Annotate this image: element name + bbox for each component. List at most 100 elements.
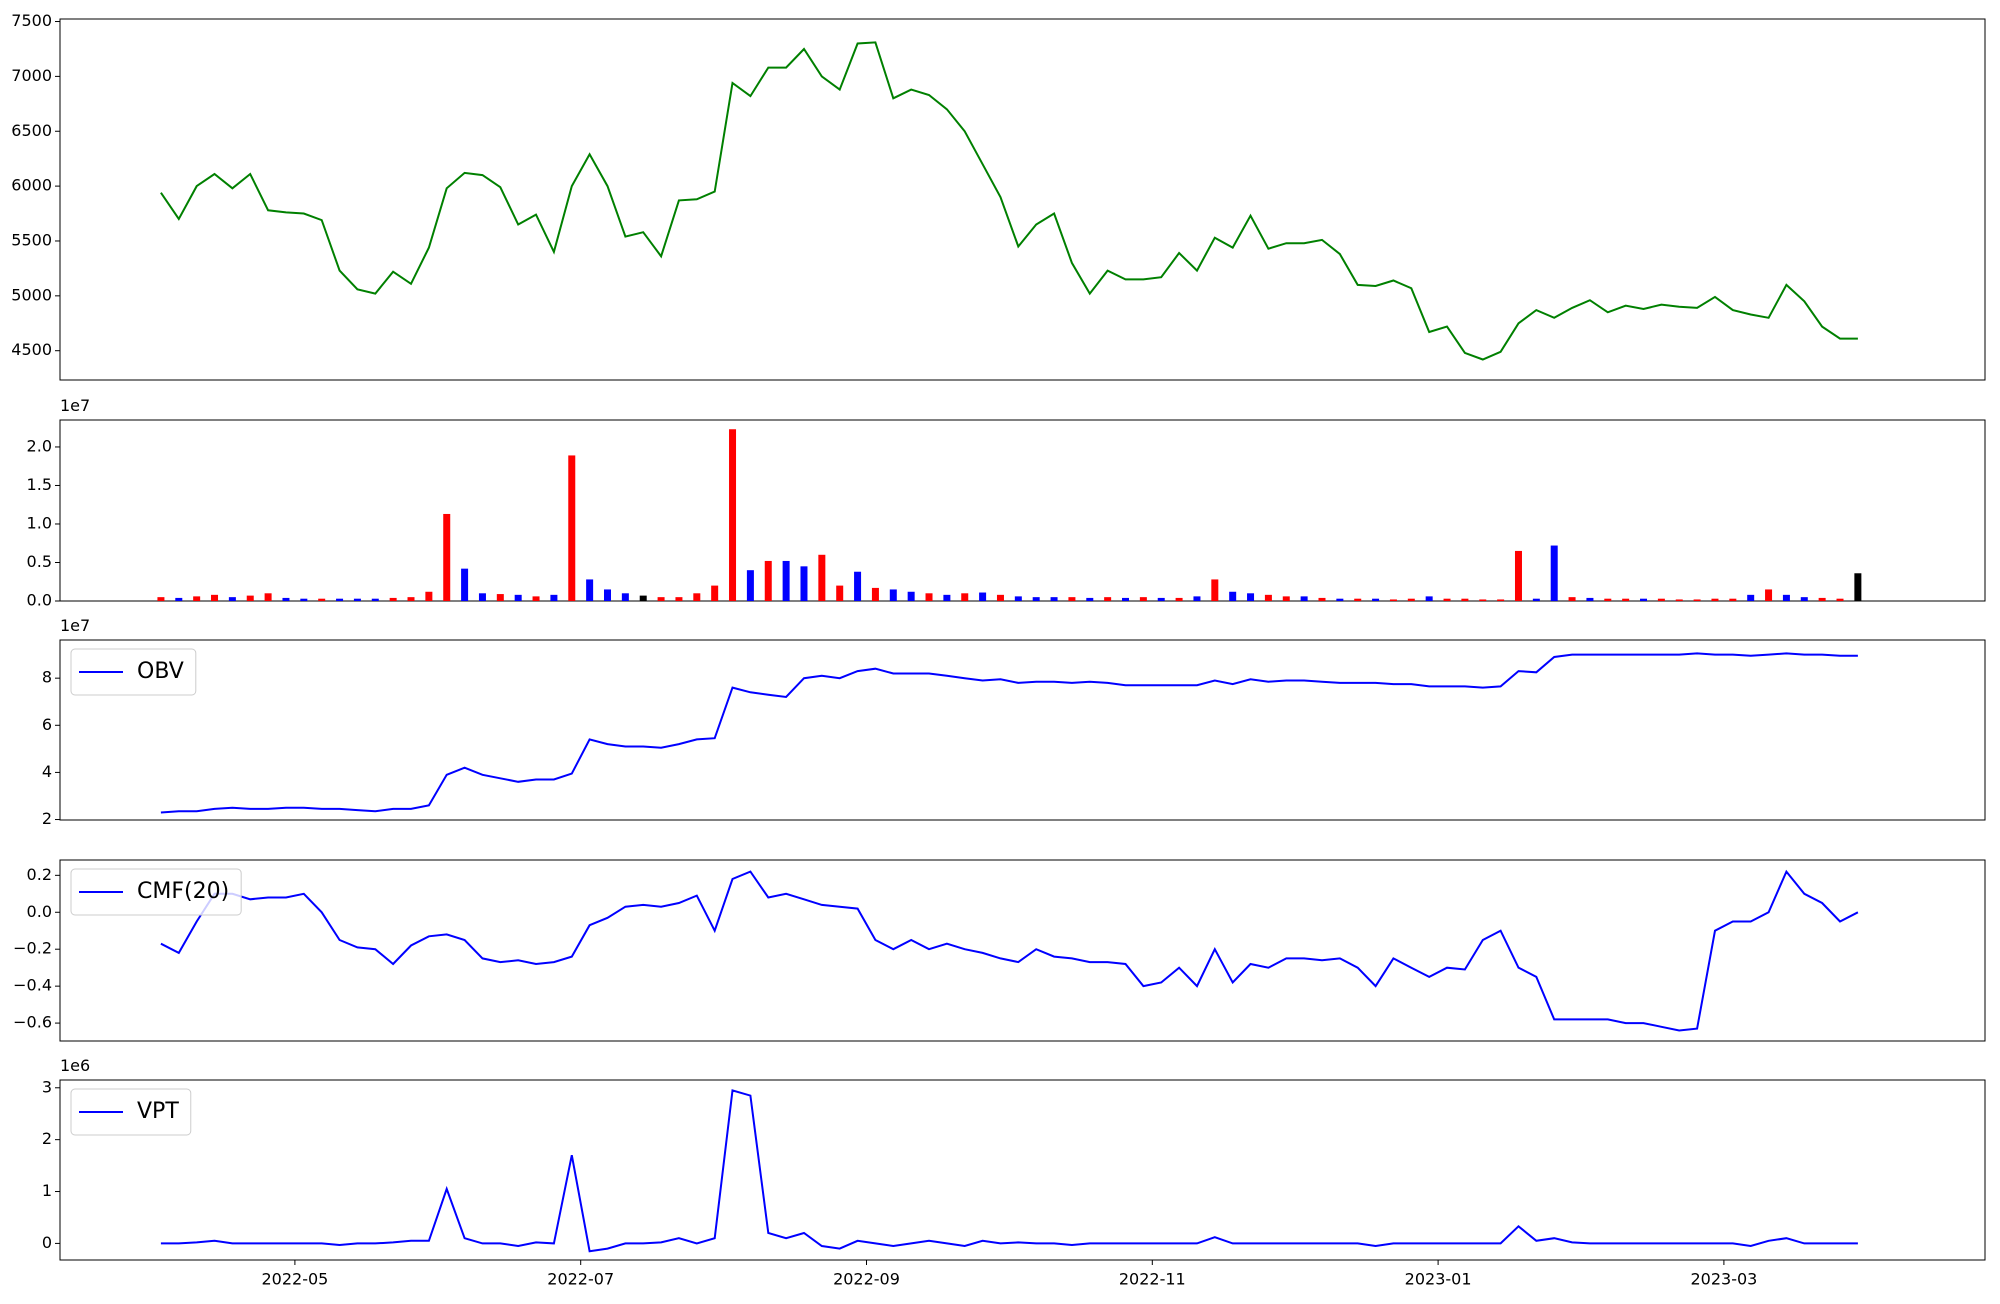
line	[160, 869, 1859, 1032]
volume-bar	[246, 595, 254, 601]
volume-bar	[1586, 597, 1594, 601]
volume-bar	[1157, 597, 1165, 601]
volume-bar	[1050, 597, 1058, 601]
volume-bar	[1568, 597, 1576, 601]
volume-bar	[818, 554, 826, 601]
volume-bar	[1247, 593, 1255, 601]
volume-bar	[1318, 597, 1326, 601]
volume-bar	[568, 455, 576, 601]
volume-bar	[693, 593, 701, 601]
volume-bar	[228, 597, 236, 601]
y-tick-label: 7000	[11, 66, 52, 85]
volume-bar	[389, 597, 397, 601]
y-tick-label: 2	[42, 809, 52, 828]
panel: 4500 5000 5500 6000 6500 7000 7500	[11, 11, 1986, 381]
volume-bar	[1407, 598, 1415, 601]
y-tick-label: 0	[42, 1233, 52, 1252]
plot-frame	[59, 639, 1986, 821]
volume-bar	[925, 593, 933, 601]
volume-bar	[603, 589, 611, 601]
panel: 0.0 0.5 1.0 1.5 2.0 1e7	[27, 396, 1986, 610]
line	[160, 41, 1858, 361]
volume-bar	[1264, 594, 1272, 601]
y-tick-label: −0.2	[13, 939, 52, 958]
legend-box	[70, 1088, 192, 1136]
volume-bar	[1014, 596, 1022, 601]
volume-bar	[1336, 598, 1344, 601]
volume-bar	[461, 568, 469, 601]
volume-bar	[996, 594, 1004, 601]
volume-bar	[1497, 599, 1505, 601]
volume-bar	[1193, 596, 1201, 601]
plot-frame	[59, 1079, 1986, 1261]
volume-bar	[371, 598, 379, 601]
legend-box	[70, 868, 242, 916]
legend-label: CMF(20)	[137, 879, 229, 904]
plot-frame	[59, 859, 1986, 1042]
volume-bar	[1282, 596, 1290, 601]
volume-bar	[961, 593, 969, 601]
volume-bar	[1657, 598, 1665, 601]
volume-bar	[1693, 599, 1701, 601]
panel: −0.6 −0.4 −0.2 0.0 0.2 CMF(20)	[13, 859, 1986, 1042]
volume-bar	[871, 587, 879, 601]
y-tick-label: −0.4	[13, 976, 52, 995]
volume-bar	[1068, 597, 1076, 601]
axis-offset-label: 1e7	[60, 616, 90, 635]
volume-bar	[1640, 598, 1648, 601]
volume-bar	[943, 594, 951, 601]
volume-bar	[1139, 597, 1147, 601]
line	[160, 652, 1858, 814]
y-tick-label: 6500	[11, 121, 52, 140]
volume-bar	[854, 571, 862, 601]
y-tick-label: 6000	[11, 176, 52, 195]
volume-bar	[318, 598, 326, 601]
y-tick-label: 1.5	[27, 475, 52, 494]
y-tick-label: 0.5	[27, 552, 52, 571]
y-tick-label: 5500	[11, 230, 52, 249]
y-tick-label: 1	[42, 1181, 52, 1200]
volume-bar	[1711, 598, 1719, 601]
panel: 2 4 6 8 1e7 OBV	[42, 616, 1986, 828]
volume-bar	[1479, 599, 1487, 601]
x-tick-label: 2023-03	[1690, 1270, 1757, 1289]
legend-label: OBV	[137, 659, 184, 684]
volume-bar	[478, 593, 486, 601]
volume-bar	[657, 597, 665, 601]
volume-bar	[1818, 597, 1826, 601]
volume-bar	[1300, 596, 1308, 601]
volume-bar	[1782, 594, 1790, 601]
volume-bar	[1622, 598, 1630, 601]
volume-bar	[443, 513, 451, 601]
volume-bar	[1211, 579, 1219, 601]
y-tick-label: 6	[42, 715, 52, 734]
legend: OBV	[70, 648, 197, 696]
volume-bar	[514, 594, 522, 601]
volume-bar	[1675, 599, 1683, 601]
line	[160, 1089, 1858, 1253]
volume-bar	[836, 585, 844, 601]
y-tick-label: 0.0	[27, 902, 52, 921]
volume-bar	[1122, 597, 1130, 601]
x-tick-label: 2023-01	[1405, 1270, 1472, 1289]
volume-bar	[1389, 599, 1397, 601]
volume-bar	[157, 597, 165, 601]
volume-bar	[1550, 545, 1558, 601]
legend: VPT	[70, 1088, 192, 1136]
volume-bar	[1747, 594, 1755, 601]
volume-bar	[979, 592, 987, 601]
volume-bar	[1104, 597, 1112, 601]
volume-bar	[175, 597, 183, 601]
y-tick-label: −0.6	[13, 1013, 52, 1032]
volume-bar	[1836, 598, 1844, 601]
plot-frame	[59, 419, 1986, 602]
y-tick-label: 4	[42, 762, 52, 781]
volume-bar	[407, 597, 415, 601]
y-tick-label: 3	[42, 1077, 52, 1096]
y-tick-label: 4500	[11, 340, 52, 359]
volume-bar	[282, 597, 290, 601]
volume-bar	[1729, 598, 1737, 601]
volume-bar	[264, 593, 272, 601]
y-tick-label: 2.0	[27, 436, 52, 455]
